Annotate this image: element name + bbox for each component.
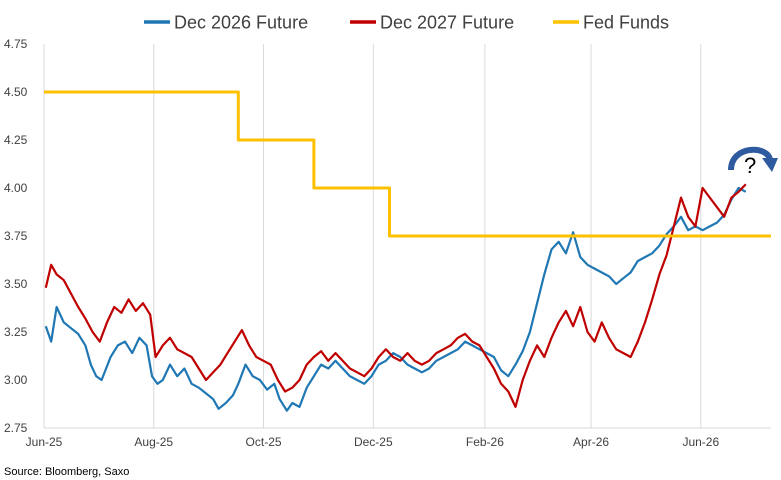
x-tick-label: Jun-25 xyxy=(26,435,63,449)
legend-label-dec2027: Dec 2027 Future xyxy=(380,13,514,33)
y-tick-label: 3.75 xyxy=(4,229,28,243)
question-mark-annotation: ? xyxy=(744,153,756,178)
y-tick-label: 4.25 xyxy=(4,133,28,147)
source-note: Source: Bloomberg, Saxo xyxy=(4,466,129,478)
x-tick-label: Dec-25 xyxy=(354,435,393,449)
x-tick-label: Oct-25 xyxy=(246,435,282,449)
y-tick-label: 4.75 xyxy=(4,37,28,51)
arrowhead-icon xyxy=(762,158,778,172)
y-tick-label: 4.50 xyxy=(4,85,28,99)
y-tick-label: 3.00 xyxy=(4,373,28,387)
x-tick-label: Feb-26 xyxy=(466,435,504,449)
x-tick-label: Aug-25 xyxy=(134,435,173,449)
series-line-dec2026 xyxy=(44,186,747,412)
legend: Dec 2026 Future Dec 2027 Future Fed Funds xyxy=(144,13,669,33)
curved-arrow-icon xyxy=(728,146,773,171)
legend-label-dec2026: Dec 2026 Future xyxy=(174,13,308,33)
legend-label-fedfunds: Fed Funds xyxy=(583,13,669,33)
annotation: ? xyxy=(728,146,778,178)
y-tick-label: 3.50 xyxy=(4,277,28,291)
y-tick-label: 2.75 xyxy=(4,421,28,435)
x-tick-label: Apr-26 xyxy=(573,435,609,449)
y-axis: 4.75 4.50 4.25 4.00 3.75 3.50 3.25 3.00 2.75 xyxy=(4,37,28,435)
series-line-dec2027 xyxy=(44,183,747,408)
x-tick-label: Jun-26 xyxy=(682,435,719,449)
y-tick-label: 4.00 xyxy=(4,181,28,195)
y-tick-label: 3.25 xyxy=(4,325,28,339)
series-lines xyxy=(44,90,771,412)
x-axis: Jun-25 Aug-25 Oct-25 Dec-25 Feb-26 Apr-26 Jun-… xyxy=(26,427,771,449)
series-line-fedfunds xyxy=(44,90,771,238)
